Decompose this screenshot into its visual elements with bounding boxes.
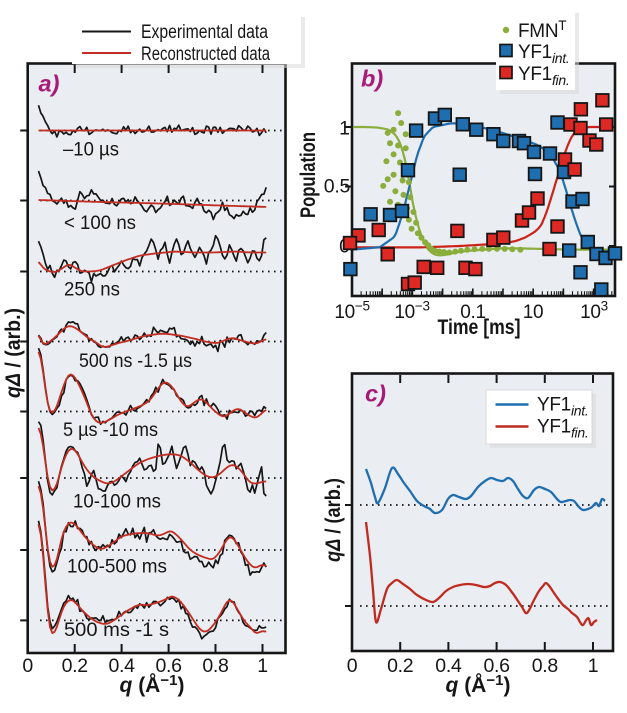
svg-text:0.4: 0.4: [435, 655, 462, 677]
svg-text:10: 10: [523, 302, 544, 323]
svg-text:1: 1: [257, 655, 268, 677]
svg-text:0.6: 0.6: [155, 655, 181, 677]
svg-text:0: 0: [347, 655, 358, 677]
svg-text:Time [ms]: Time [ms]: [438, 316, 521, 339]
svg-text:0.2: 0.2: [387, 655, 413, 677]
svg-text:0.8: 0.8: [202, 655, 228, 677]
svg-text:0.8: 0.8: [532, 655, 558, 677]
svg-text:q (Å−1): q (Å−1): [446, 672, 511, 697]
svg-text:Experimental data: Experimental data: [141, 22, 268, 43]
svg-text:500 ns -1.5 µs: 500 ns -1.5 µs: [79, 351, 192, 372]
svg-text:c): c): [365, 381, 386, 407]
svg-text:YF1int.: YF1int.: [518, 42, 569, 66]
svg-text:qΔ / (arb.): qΔ / (arb.): [322, 478, 345, 562]
svg-text:–10 µs: –10 µs: [63, 140, 119, 161]
svg-text:Reconstructed data: Reconstructed data: [141, 44, 270, 65]
svg-text:0.5: 0.5: [324, 176, 351, 198]
svg-text:5 µs -10 ms: 5 µs -10 ms: [63, 420, 158, 441]
svg-text:1: 1: [588, 655, 599, 677]
svg-text:500 ms -1 s: 500 ms -1 s: [64, 620, 169, 641]
svg-text:< 100 ns: < 100 ns: [64, 213, 136, 234]
svg-text:YF1fin.: YF1fin.: [518, 64, 569, 88]
svg-text:10−5: 10−5: [334, 299, 369, 324]
svg-text:q (Å−1): q (Å−1): [120, 672, 185, 697]
svg-text:Population: Population: [297, 132, 320, 218]
svg-text:10-100 ms: 10-100 ms: [73, 492, 161, 513]
svg-text:1: 1: [339, 118, 350, 140]
svg-text:250 ns: 250 ns: [64, 280, 120, 301]
svg-text:100-500 ms: 100-500 ms: [67, 557, 167, 578]
svg-text:0: 0: [22, 655, 33, 677]
svg-text:0.6: 0.6: [483, 655, 509, 677]
svg-text:qΔ / (arb.): qΔ / (arb.): [2, 308, 25, 398]
svg-text:YF1int.: YF1int.: [537, 395, 588, 419]
svg-text:0.4: 0.4: [108, 655, 135, 677]
svg-text:b): b): [361, 66, 383, 92]
svg-text:a): a): [39, 71, 60, 97]
svg-text:0.2: 0.2: [62, 655, 88, 677]
svg-text:0.1: 0.1: [460, 302, 486, 323]
svg-text:10−3: 10−3: [394, 299, 429, 324]
